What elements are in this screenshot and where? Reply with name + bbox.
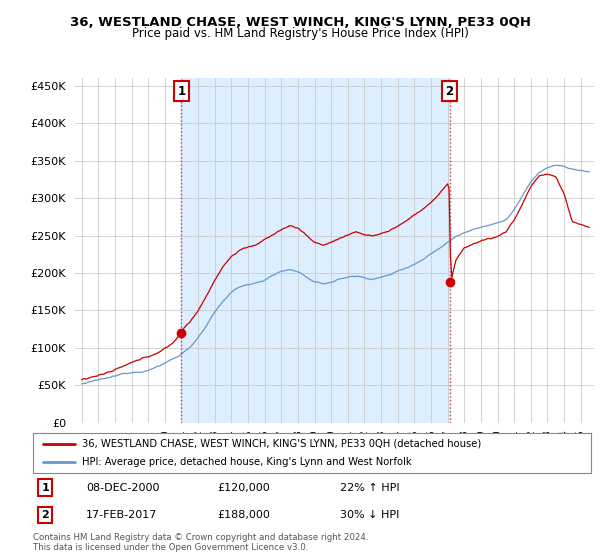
Text: 30% ↓ HPI: 30% ↓ HPI bbox=[340, 510, 399, 520]
Text: 22% ↑ HPI: 22% ↑ HPI bbox=[340, 483, 400, 493]
Text: £120,000: £120,000 bbox=[217, 483, 270, 493]
Text: 17-FEB-2017: 17-FEB-2017 bbox=[86, 510, 157, 520]
Text: £188,000: £188,000 bbox=[217, 510, 270, 520]
Text: 2: 2 bbox=[41, 510, 49, 520]
Text: 08-DEC-2000: 08-DEC-2000 bbox=[86, 483, 160, 493]
Text: Price paid vs. HM Land Registry's House Price Index (HPI): Price paid vs. HM Land Registry's House … bbox=[131, 27, 469, 40]
Text: This data is licensed under the Open Government Licence v3.0.: This data is licensed under the Open Gov… bbox=[33, 543, 308, 552]
Text: 36, WESTLAND CHASE, WEST WINCH, KING'S LYNN, PE33 0QH: 36, WESTLAND CHASE, WEST WINCH, KING'S L… bbox=[70, 16, 530, 29]
Text: Contains HM Land Registry data © Crown copyright and database right 2024.: Contains HM Land Registry data © Crown c… bbox=[33, 533, 368, 542]
Text: HPI: Average price, detached house, King's Lynn and West Norfolk: HPI: Average price, detached house, King… bbox=[82, 458, 412, 467]
Text: 2: 2 bbox=[446, 85, 454, 97]
Text: 36, WESTLAND CHASE, WEST WINCH, KING'S LYNN, PE33 0QH (detached house): 36, WESTLAND CHASE, WEST WINCH, KING'S L… bbox=[82, 439, 481, 449]
Text: 1: 1 bbox=[178, 85, 185, 97]
Text: 1: 1 bbox=[41, 483, 49, 493]
Bar bbox=[181, 78, 449, 423]
